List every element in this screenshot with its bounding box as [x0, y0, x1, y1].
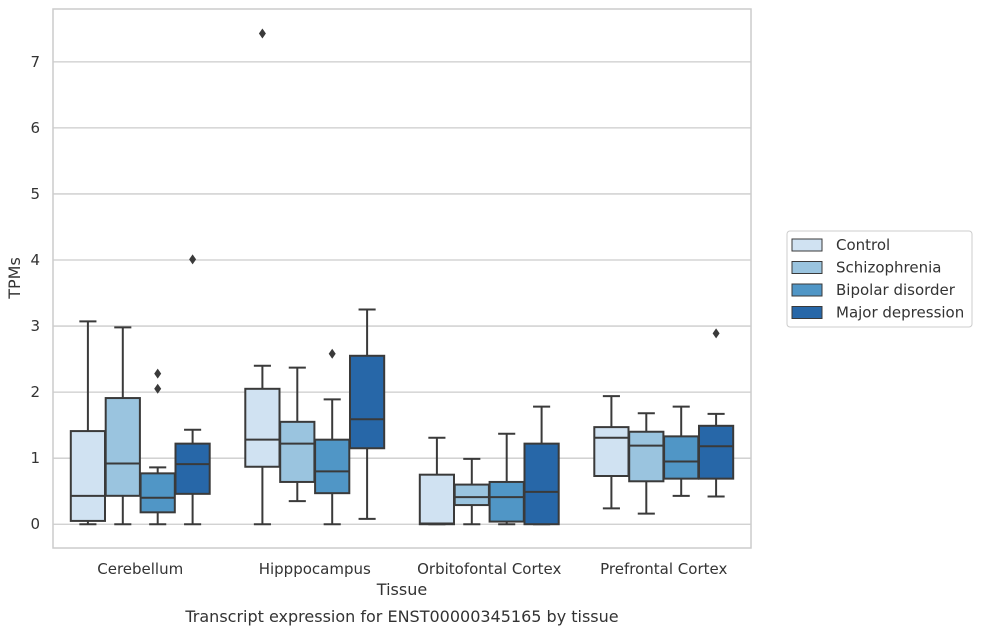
box-body	[628, 430, 665, 483]
box-body	[418, 473, 456, 526]
box-body	[174, 442, 211, 495]
legend-frame	[786, 230, 973, 328]
box-major-depression	[348, 308, 386, 520]
legend-swatch	[791, 238, 823, 252]
outlier-point	[258, 28, 266, 39]
y-tick-label: 3	[30, 317, 40, 335]
legend-label: Control	[836, 236, 890, 254]
box-schizophrenia	[628, 412, 665, 515]
chart-caption: Transcript expression for ENST0000034516…	[184, 607, 618, 626]
legend-label: Schizophrenia	[836, 259, 941, 277]
box-control	[593, 395, 630, 510]
box-body	[593, 426, 630, 478]
box-major-depression	[523, 405, 560, 526]
legend-label: Bipolar disorder	[836, 281, 956, 299]
boxes	[69, 28, 735, 526]
box-body	[488, 480, 525, 523]
x-tick-label: Prefrontal Cortex	[600, 560, 727, 578]
y-tick-label: 1	[30, 449, 40, 467]
box-schizophrenia	[104, 326, 141, 526]
y-axis-title: TPMs	[5, 257, 24, 300]
legend-label: Major depression	[836, 304, 964, 322]
x-tick-label: Hipppocampus	[259, 560, 371, 578]
gridlines	[53, 61, 751, 525]
box-body	[139, 472, 176, 514]
outlier-point	[154, 383, 162, 394]
box-schizophrenia	[279, 366, 316, 503]
x-axis-title: Tissue	[376, 580, 427, 599]
box-control	[244, 28, 281, 526]
outlier-point	[189, 254, 197, 265]
y-tick-label: 4	[30, 251, 40, 269]
legend-swatch	[791, 261, 823, 274]
y-tick-label: 2	[30, 383, 40, 401]
plot-area-frame	[52, 8, 752, 549]
box-bipolar-disorder	[314, 348, 351, 526]
box-body	[244, 387, 281, 468]
legend: Control Schizophrenia Bipolar disorder Majo…	[786, 230, 973, 328]
box-body	[104, 397, 141, 497]
legend-swatch	[791, 306, 823, 319]
y-tick-label: 7	[30, 53, 40, 71]
y-tick-labels: 0 1 2 3 4 5 6 7	[30, 53, 40, 533]
box-control	[69, 320, 107, 526]
outlier-point	[328, 348, 336, 359]
box-body	[697, 424, 735, 480]
y-tick-label: 6	[30, 119, 40, 137]
box-body	[279, 420, 316, 483]
box-body	[453, 483, 490, 507]
box-body	[314, 438, 351, 495]
y-tick-label: 0	[30, 515, 40, 533]
outlier-point	[712, 328, 720, 339]
x-tick-label: Cerebellum	[97, 560, 183, 578]
y-tick-label: 5	[30, 185, 40, 203]
box-major-depression	[697, 328, 735, 498]
outlier-point	[154, 368, 162, 379]
box-body	[69, 430, 107, 522]
x-tick-labels: Cerebellum Hipppocampus Orbitofontal Corte…	[97, 560, 727, 578]
box-major-depression	[174, 254, 211, 526]
legend-swatch	[791, 283, 823, 297]
box-control	[418, 436, 456, 526]
box-bipolar-disorder	[488, 432, 525, 526]
box-body	[523, 442, 560, 526]
box-bipolar-disorder	[663, 405, 700, 497]
box-body	[663, 435, 700, 480]
x-tick-label: Orbitofontal Cortex	[417, 560, 561, 578]
box-body	[348, 354, 386, 450]
